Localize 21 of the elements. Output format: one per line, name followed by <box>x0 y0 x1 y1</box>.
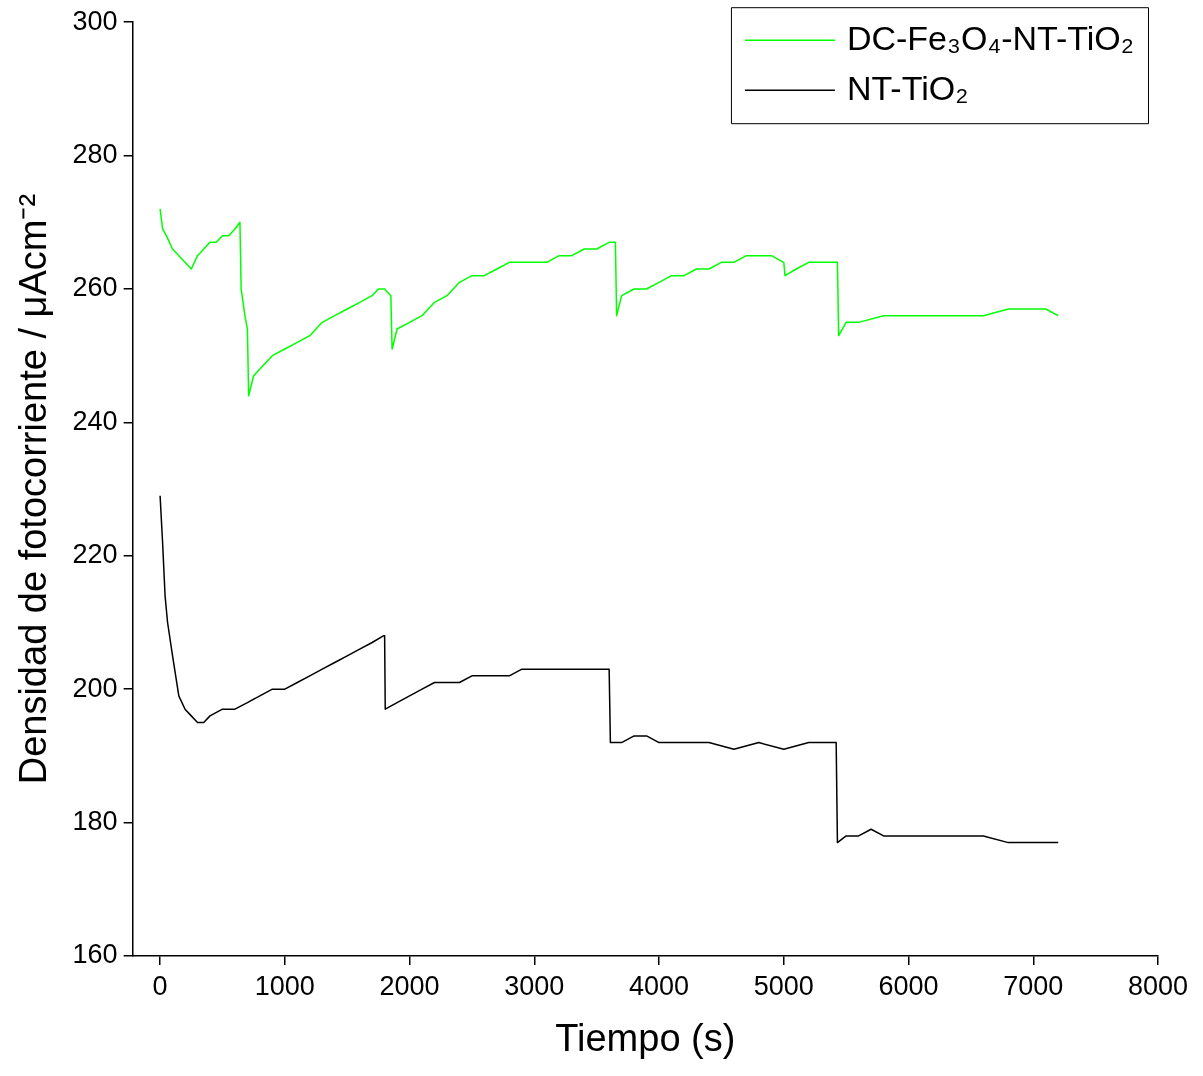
y-tick-label: 180 <box>72 806 118 837</box>
legend-label: DC-Fe₃O₄-NT-TiO₂ <box>846 18 1134 57</box>
y-tick-label: 160 <box>72 939 118 970</box>
y-tick-label: 280 <box>72 139 118 170</box>
x-tick-label: 0 <box>152 970 168 1001</box>
y-tick-label: 220 <box>72 539 118 570</box>
y-tick-label: 300 <box>72 5 118 36</box>
x-tick-label: 7000 <box>1003 970 1064 1001</box>
x-tick-label: 2000 <box>379 970 440 1001</box>
x-tick-label: 5000 <box>753 970 814 1001</box>
x-tick-label: 3000 <box>504 970 565 1001</box>
y-tick-label: 240 <box>72 405 118 436</box>
legend-label: NT-TiO₂ <box>846 68 969 107</box>
x-tick-label: 4000 <box>629 970 690 1001</box>
y-tick-label: 200 <box>72 672 118 703</box>
x-tick-label: 8000 <box>1127 970 1189 1001</box>
y-axis-title: Densidad de fotocorriente / μAcm⁻² <box>12 193 55 785</box>
y-tick-label: 260 <box>72 272 118 303</box>
x-tick-label: 1000 <box>254 970 315 1001</box>
x-axis-title: Tiempo (s) <box>555 1016 736 1059</box>
x-tick-label: 6000 <box>878 970 939 1001</box>
